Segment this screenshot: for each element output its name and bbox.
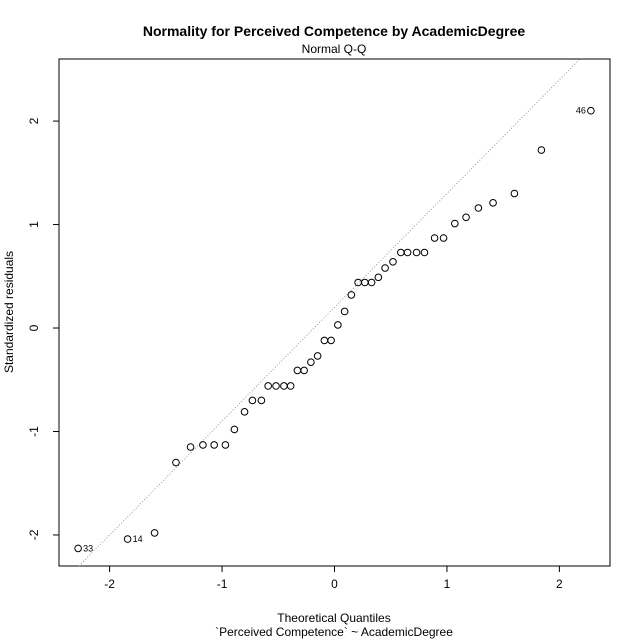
x-axis-label: Theoretical Quantiles — [277, 611, 390, 625]
data-point — [313, 352, 322, 360]
data-point — [420, 248, 429, 257]
data-point — [367, 278, 376, 287]
reference-line-group — [78, 58, 581, 567]
data-point — [403, 248, 412, 257]
data-point — [320, 336, 329, 345]
data-point — [272, 382, 280, 390]
data-point — [123, 535, 132, 543]
data-point — [248, 396, 257, 405]
data-point — [430, 234, 439, 242]
data-point — [210, 441, 218, 449]
data-point — [221, 441, 230, 449]
data-point — [462, 213, 470, 222]
data-point — [230, 425, 239, 434]
data-point — [510, 189, 519, 198]
data-point — [397, 248, 405, 257]
data-point — [374, 273, 383, 282]
data-point — [257, 396, 266, 405]
data-point — [439, 234, 448, 242]
data-point — [537, 146, 546, 154]
data-point — [307, 358, 315, 366]
data-point — [240, 408, 249, 416]
data-point — [199, 441, 207, 449]
data-point — [412, 248, 421, 257]
data-point — [381, 264, 389, 272]
data-point — [451, 219, 459, 228]
data-point — [361, 278, 369, 287]
y-tick-label: 0 — [27, 324, 41, 331]
data-point — [186, 443, 195, 451]
x-tick-label: 1 — [444, 577, 451, 591]
data-point — [327, 336, 335, 345]
data-point — [334, 321, 342, 329]
chart-title: Normality for Perceived Competence by Ac… — [143, 23, 526, 39]
x-tick-label: -2 — [104, 577, 115, 591]
data-point — [280, 382, 288, 390]
data-point — [474, 204, 483, 212]
data-point — [172, 458, 180, 467]
data-point — [150, 529, 159, 537]
x-tick-label: 0 — [331, 577, 338, 591]
data-point — [293, 366, 302, 375]
y-axis-label: Standardized residuals — [2, 251, 16, 373]
data-point — [354, 278, 362, 287]
plot-frame — [58, 58, 611, 567]
y-axis: -2 -1 0 1 2 — [27, 117, 59, 540]
y-tick-label: -2 — [27, 529, 41, 540]
y-tick-label: 1 — [27, 221, 41, 228]
chart-subtitle: Normal Q-Q — [302, 42, 367, 56]
data-point — [264, 382, 272, 390]
data-point — [340, 307, 349, 316]
point-label: 46 — [576, 106, 586, 116]
y-tick-label: -1 — [27, 426, 41, 437]
data-point — [389, 258, 397, 266]
x-axis-sublabel: `Perceived Competence` ~ AcademicDegree — [215, 625, 453, 639]
data-point — [347, 291, 356, 299]
x-axis: -2 -1 0 1 2 — [104, 566, 563, 591]
x-tick-label: -1 — [217, 577, 228, 591]
point-labels-group: 33 14 46 — [83, 106, 586, 554]
data-point — [74, 544, 82, 553]
y-tick-label: 2 — [27, 117, 41, 124]
reference-line — [78, 58, 581, 567]
data-point — [587, 106, 595, 115]
x-tick-label: 2 — [556, 577, 563, 591]
data-point — [300, 366, 308, 375]
points-group — [74, 106, 595, 553]
point-label: 14 — [133, 534, 143, 544]
data-point — [286, 382, 295, 390]
data-point — [489, 199, 497, 207]
point-label: 33 — [83, 543, 93, 553]
